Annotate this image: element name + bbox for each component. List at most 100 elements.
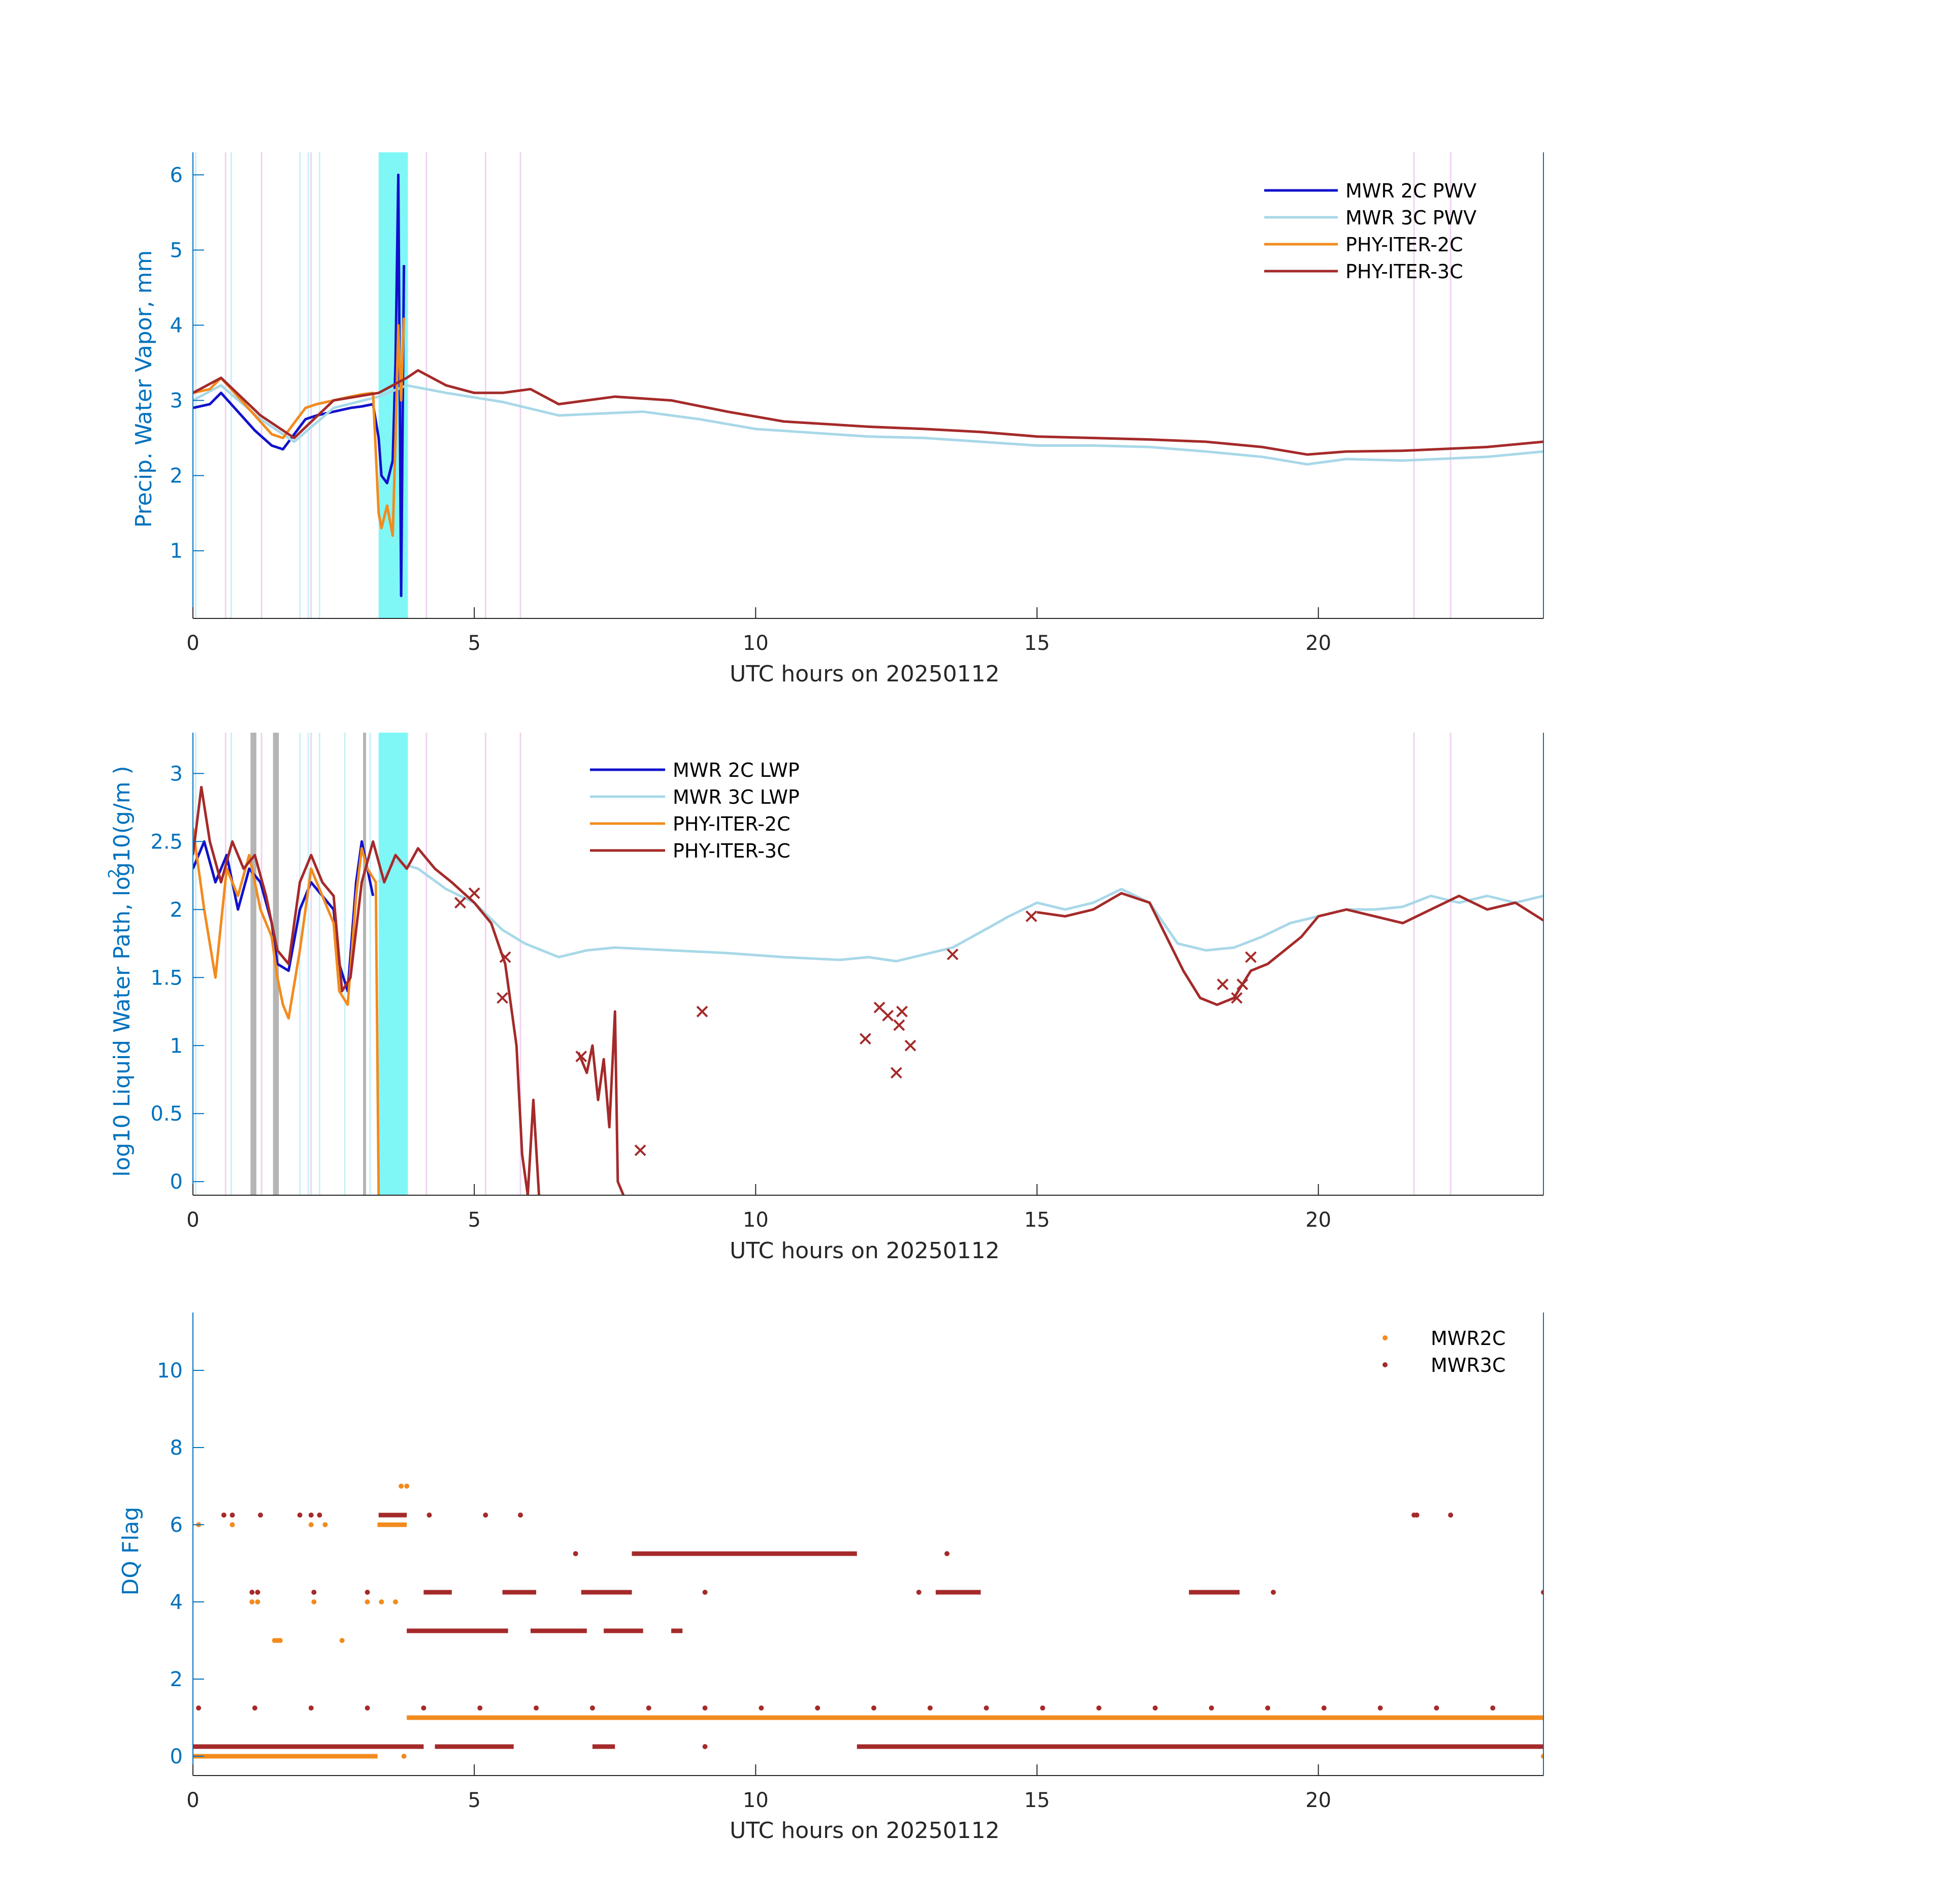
lwp-x-marker-9	[891, 1067, 902, 1079]
dq-dq-point-1-44	[255, 1590, 260, 1595]
lwp-background-layer	[195, 733, 1452, 1195]
lwp-ylabel-superscript: 2	[106, 869, 123, 878]
lwp-series-line-2	[193, 828, 380, 1195]
dq-dq-point-1-14	[983, 1705, 989, 1711]
pwv-panel: 0 5 10 15 20 1 2 3 4 5 6 UTC hours on 20250112 Pre…	[131, 152, 1544, 687]
lwp-legend: MWR 2C LWP MWR 3C LWP PHY-ITER-2C PHY-IT…	[590, 759, 800, 862]
dq-ylabel: DQ Flag	[118, 1507, 144, 1596]
dq-dq-point-0-1	[229, 1522, 235, 1527]
lwp-x-marker-16	[1231, 992, 1243, 1004]
dq-dq-point-0-11	[365, 1599, 370, 1604]
dq-xlabel: UTC hours on 20250112	[730, 1818, 1000, 1844]
pwv-xtick-label-1: 5	[468, 632, 480, 655]
dq-dq-point-1-40	[1271, 1590, 1276, 1595]
dq-xtick-label-3: 15	[1024, 1789, 1050, 1812]
dq-dq-point-1-42	[702, 1744, 708, 1749]
pwv-xtick-label-4: 20	[1305, 632, 1331, 655]
lwp-series-layer	[193, 785, 1543, 1195]
lwp-x-marker-2	[497, 992, 508, 1004]
lwp-series-line-1	[377, 861, 1543, 963]
dq-dq-point-1-30	[426, 1513, 432, 1518]
dq-dq-point-1-20	[1321, 1705, 1327, 1711]
dq-dq-point-0-13	[393, 1599, 398, 1604]
dq-dq-point-1-43	[249, 1590, 255, 1595]
pwv-legend-label-1: MWR 3C PWV	[1345, 207, 1476, 229]
lwp-ylabel-group: log10 Liquid Water Path, log10(g/m ) 2	[106, 766, 135, 1176]
lwp-legend-label-3: PHY-ITER-3C	[673, 840, 791, 862]
dq-xtick-label-0: 0	[186, 1789, 199, 1812]
lwp-x-marker-12	[904, 1039, 916, 1052]
dq-xtick-label-2: 10	[743, 1789, 769, 1812]
pwv-xlabel: UTC hours on 20250112	[730, 661, 1000, 687]
lwp-xtick-label-3: 15	[1024, 1208, 1050, 1232]
lwp-x-marker-17	[1236, 978, 1248, 991]
dq-dq-point-0-14	[399, 1484, 404, 1489]
lwp-x-marker-13	[946, 948, 959, 961]
dq-dq-point-0-15	[404, 1484, 410, 1489]
dq-dq-point-1-12	[871, 1705, 877, 1711]
dq-legend-label-0: MWR2C	[1431, 1327, 1505, 1350]
dq-dq-point-1-2	[308, 1705, 314, 1711]
dq-dq-point-0-17	[1541, 1754, 1543, 1759]
dq-ytick-label-0: 0	[170, 1745, 183, 1768]
pwv-legend-label-0: MWR 2C PWV	[1345, 180, 1476, 202]
dq-dq-point-1-46	[365, 1590, 370, 1595]
dq-dq-point-1-5	[477, 1705, 483, 1711]
lwp-ytick-label-2: 1	[170, 1034, 183, 1058]
dq-dq-point-1-34	[1414, 1513, 1420, 1518]
lwp-ytick-label-5: 2.5	[150, 830, 183, 853]
pwv-ytick-label-1: 2	[170, 465, 183, 488]
lwp-legend-label-2: PHY-ITER-2C	[673, 813, 791, 835]
pwv-xtick-label-3: 15	[1024, 632, 1050, 655]
dq-dq-point-1-3	[365, 1705, 370, 1711]
dq-dq-point-0-10	[339, 1638, 345, 1643]
dq-dq-point-1-27	[297, 1513, 303, 1518]
dq-ytick-label-4: 8	[170, 1436, 183, 1460]
lwp-x-marker-3	[499, 951, 511, 963]
dq-dq-point-1-25	[229, 1513, 235, 1518]
dq-dq-point-1-18	[1209, 1705, 1214, 1711]
pwv-ytick-label-2: 3	[170, 389, 183, 413]
dq-xtick-label-4: 20	[1305, 1789, 1331, 1812]
dq-dq-point-1-31	[483, 1513, 488, 1518]
lwp-x-marker-10	[893, 1019, 905, 1031]
dq-series-layer	[193, 1484, 1543, 1759]
dq-ytick-label-5: 10	[157, 1359, 183, 1383]
dq-dq-point-0-2	[249, 1599, 255, 1604]
lwp-x-marker-4	[575, 1051, 587, 1063]
dq-panel: 0 5 10 15 20 0 2 4 6 8 10 UTC hours on 20250112 DQ…	[118, 1312, 1544, 1844]
dq-dq-point-1-24	[221, 1513, 226, 1518]
lwp-ytick-label-1: 0.5	[150, 1102, 183, 1126]
dq-dq-point-1-21	[1377, 1705, 1383, 1711]
dq-legend-label-1: MWR3C	[1431, 1354, 1505, 1376]
lwp-ylabel: log10 Liquid Water Path, log10(g/m )	[109, 766, 135, 1176]
dq-legend-marker-0	[1383, 1335, 1388, 1340]
pwv-ytick-label-0: 1	[170, 540, 183, 563]
lwp-xtick-label-1: 5	[468, 1208, 480, 1232]
dq-dq-point-0-9	[322, 1522, 328, 1527]
dq-dq-point-1-45	[311, 1590, 317, 1595]
dq-dq-point-0-8	[311, 1599, 317, 1604]
dq-dq-point-1-41	[1541, 1590, 1543, 1595]
lwp-series-line-3	[193, 785, 541, 1195]
lwp-series-line-5	[1037, 892, 1543, 1006]
dq-dq-point-1-1	[252, 1705, 257, 1711]
lwp-x-marker-1	[468, 887, 480, 899]
pwv-legend-label-2: PHY-ITER-2C	[1345, 234, 1463, 256]
dq-dq-point-1-39	[916, 1590, 921, 1595]
lwp-xtick-label-2: 10	[743, 1208, 769, 1232]
dq-dq-point-1-0	[196, 1705, 202, 1711]
dq-dq-point-1-13	[927, 1705, 933, 1711]
dq-legend: MWR2C MWR3C	[1383, 1327, 1505, 1376]
pwv-legend-label-3: PHY-ITER-3C	[1345, 260, 1463, 283]
dq-dq-point-1-16	[1096, 1705, 1102, 1711]
pwv-series-line-1	[193, 384, 1543, 466]
lwp-series-line-4	[577, 1010, 625, 1195]
dq-dq-point-1-35	[1448, 1513, 1454, 1518]
dq-dq-point-1-38	[702, 1590, 708, 1595]
dq-dq-point-1-29	[317, 1513, 322, 1518]
dq-dq-point-1-37	[944, 1551, 950, 1556]
dq-dq-point-1-11	[815, 1705, 820, 1711]
dq-dq-point-1-23	[1490, 1705, 1496, 1711]
dq-dq-point-1-28	[308, 1513, 314, 1518]
